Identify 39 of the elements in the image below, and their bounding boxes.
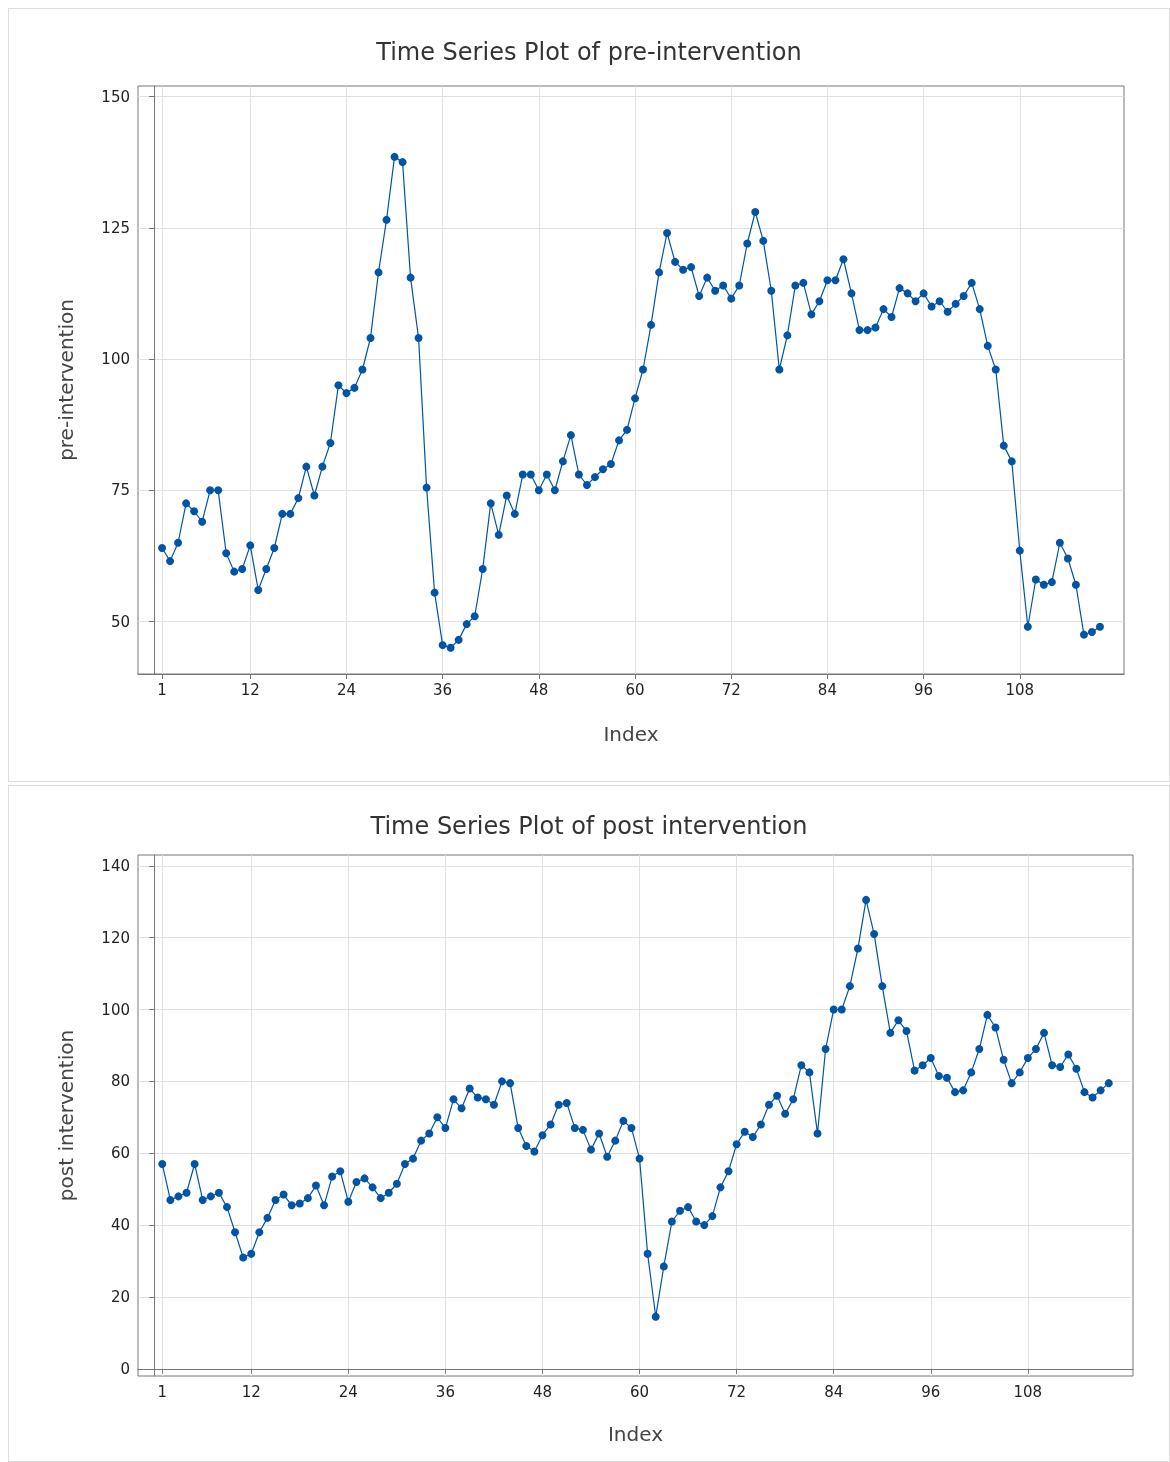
y-axis-title: post intervention [54, 1029, 78, 1202]
x-tick-label: 1 [157, 680, 167, 699]
x-tick-label: 108 [1013, 1382, 1043, 1401]
x-axis-title: Index [603, 722, 659, 746]
x-tick-label: 72 [727, 1382, 747, 1401]
y-tick-label: 125 [101, 218, 130, 237]
y-tick-label: 150 [101, 87, 130, 106]
y-tick-label: 20 [110, 1287, 130, 1306]
x-tick-label: 96 [921, 1382, 941, 1401]
y-tick-label: 100 [101, 1000, 130, 1019]
x-tick-label: 36 [435, 1382, 455, 1401]
x-tick-label: 60 [630, 1382, 650, 1401]
x-tick-label: 48 [532, 1382, 553, 1401]
y-tick-label: 75 [110, 481, 130, 500]
x-tick-label: 1 [157, 1382, 168, 1401]
x-tick-label: 108 [1005, 680, 1035, 699]
x-tick-label: 12 [241, 1382, 261, 1401]
y-tick-label: 40 [110, 1216, 130, 1235]
y-axis-title: pre-intervention [54, 299, 78, 461]
chart-title: Time Series Plot of post intervention [369, 812, 808, 840]
y-tick-label: 80 [110, 1072, 130, 1091]
x-tick-label: 24 [338, 1382, 358, 1401]
x-tick-label: 60 [625, 680, 645, 699]
y-tick-label: 0 [120, 1359, 130, 1378]
y-tick-label: 50 [110, 612, 130, 631]
y-tick-label: 60 [110, 1144, 130, 1163]
x-tick-label: 36 [433, 680, 453, 699]
y-tick-label: 100 [101, 350, 130, 368]
x-tick-label: 72 [721, 680, 741, 699]
y-tick-label: 140 [101, 856, 130, 875]
chart-title: Time Series Plot of pre-intervention [375, 38, 802, 66]
x-axis-title: Index [607, 1422, 664, 1446]
x-tick-label: 84 [824, 1382, 844, 1401]
x-tick-label: 96 [914, 680, 934, 699]
x-tick-label: 84 [817, 680, 837, 699]
y-tick-label: 120 [101, 928, 130, 947]
x-tick-label: 24 [336, 680, 356, 699]
x-tick-label: 12 [240, 680, 260, 699]
x-tick-label: 48 [529, 680, 549, 699]
